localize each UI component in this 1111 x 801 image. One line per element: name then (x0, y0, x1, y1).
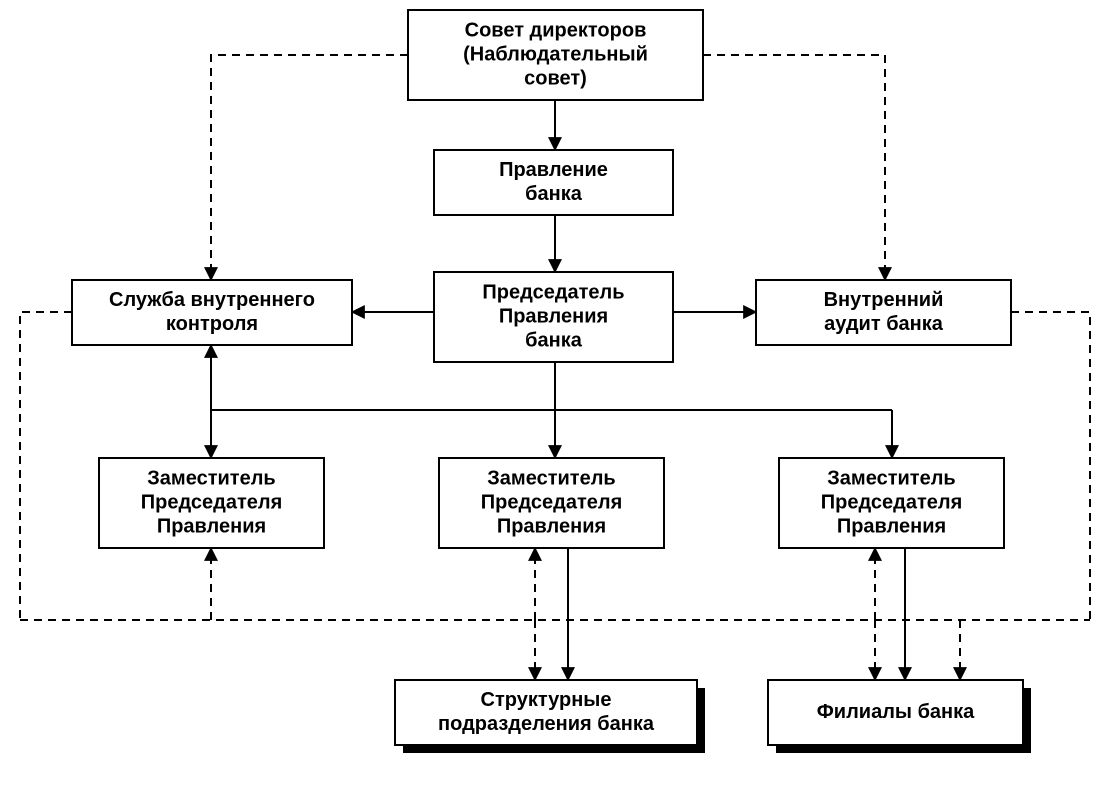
node-n6: ЗаместительПредседателяПравления (99, 458, 324, 548)
node-label: Правления (157, 515, 266, 537)
node-label: аудит банка (824, 313, 944, 335)
node-label: Председатель (482, 281, 624, 303)
node-n8: ЗаместительПредседателяПравления (779, 458, 1004, 548)
edges (20, 55, 1090, 680)
edge-n1-n4 (211, 55, 408, 280)
node-n10: Филиалы банка (768, 680, 1031, 753)
node-label: Заместитель (147, 467, 275, 489)
node-label: (Наблюдательный (463, 43, 648, 65)
node-label: Заместитель (487, 467, 615, 489)
edge-n1-n5 (703, 55, 885, 280)
node-label: Правление (499, 159, 608, 181)
node-label: Совет директоров (465, 19, 647, 41)
node-label: Председателя (481, 491, 623, 513)
node-label: Правления (497, 515, 606, 537)
node-n9: Структурныеподразделения банка (395, 680, 705, 753)
node-n3: ПредседательПравлениябанка (434, 272, 673, 362)
node-label: Правления (499, 305, 608, 327)
node-label: подразделения банка (438, 713, 655, 735)
node-label: Структурные (481, 689, 612, 711)
node-n7: ЗаместительПредседателяПравления (439, 458, 664, 548)
org-chart-diagram: Совет директоров(Наблюдательныйсовет) Пра… (0, 0, 1111, 801)
node-label: контроля (166, 313, 258, 335)
edge-n5-dashbus-r (1011, 312, 1090, 620)
node-label: совет) (524, 67, 587, 89)
node-label: Правления (837, 515, 946, 537)
node-label: Филиалы банка (817, 701, 975, 723)
node-n1: Совет директоров(Наблюдательныйсовет) (408, 10, 703, 100)
nodes: Совет директоров(Наблюдательныйсовет) Пра… (72, 10, 1031, 753)
node-n2: Правлениебанка (434, 150, 673, 215)
node-label: банка (525, 183, 583, 205)
node-n5: Внутреннийаудит банка (756, 280, 1011, 345)
edge-n4-dashbus-l (20, 312, 72, 620)
node-n4: Служба внутреннегоконтроля (72, 280, 352, 345)
node-label: Служба внутреннего (109, 289, 315, 311)
node-label: Председателя (821, 491, 963, 513)
node-label: Внутренний (824, 289, 944, 311)
node-label: Заместитель (827, 467, 955, 489)
node-label: Председателя (141, 491, 283, 513)
node-label: банка (525, 329, 583, 351)
